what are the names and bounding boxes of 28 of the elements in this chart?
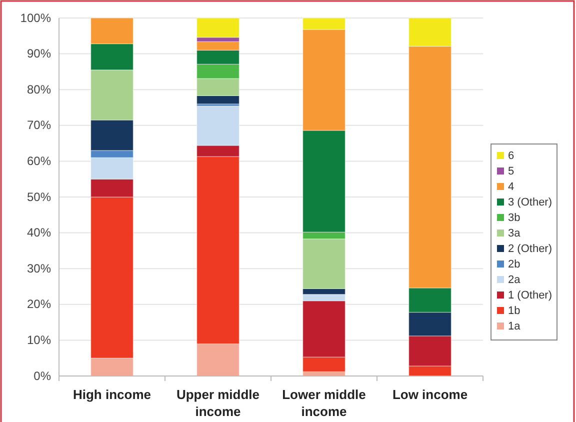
y-tick-label: 20% bbox=[26, 297, 52, 312]
legend-label: 3b bbox=[508, 212, 520, 224]
x-tick-label: Lower middle income bbox=[282, 387, 366, 419]
y-tick-label: 10% bbox=[26, 333, 52, 348]
x-tick-label: Low income bbox=[392, 387, 468, 402]
y-tick-label: 60% bbox=[26, 154, 52, 168]
legend-label: 1 (Other) bbox=[508, 290, 552, 302]
y-tick-label: 40% bbox=[26, 226, 52, 240]
y-tick-label: 80% bbox=[26, 82, 52, 96]
x-tick-label: High income bbox=[72, 387, 152, 402]
legend-label: 5 bbox=[508, 166, 514, 178]
legend-label: 2b bbox=[508, 258, 520, 270]
legend-label: 2a bbox=[508, 274, 522, 286]
legend-label: 3a bbox=[508, 228, 522, 240]
legend-label: 1a bbox=[508, 320, 522, 332]
legend-label: 1b bbox=[508, 305, 520, 317]
y-tick-label: 30% bbox=[26, 261, 52, 276]
x-tick-label: Upper middle income bbox=[176, 387, 260, 419]
y-tick-label: 50% bbox=[26, 190, 52, 204]
y-tick-label: 90% bbox=[26, 46, 52, 61]
legend-label: 3 (Other) bbox=[508, 196, 552, 208]
bar bbox=[196, 18, 240, 38]
y-tick-label: 100% bbox=[20, 10, 52, 25]
legend-label: 4 bbox=[508, 181, 514, 193]
legend-label: 6 bbox=[508, 150, 514, 162]
legend-label: 2 (Other) bbox=[508, 243, 552, 255]
y-tick-label: 0% bbox=[34, 368, 52, 383]
y-tick-label: 70% bbox=[26, 118, 52, 132]
